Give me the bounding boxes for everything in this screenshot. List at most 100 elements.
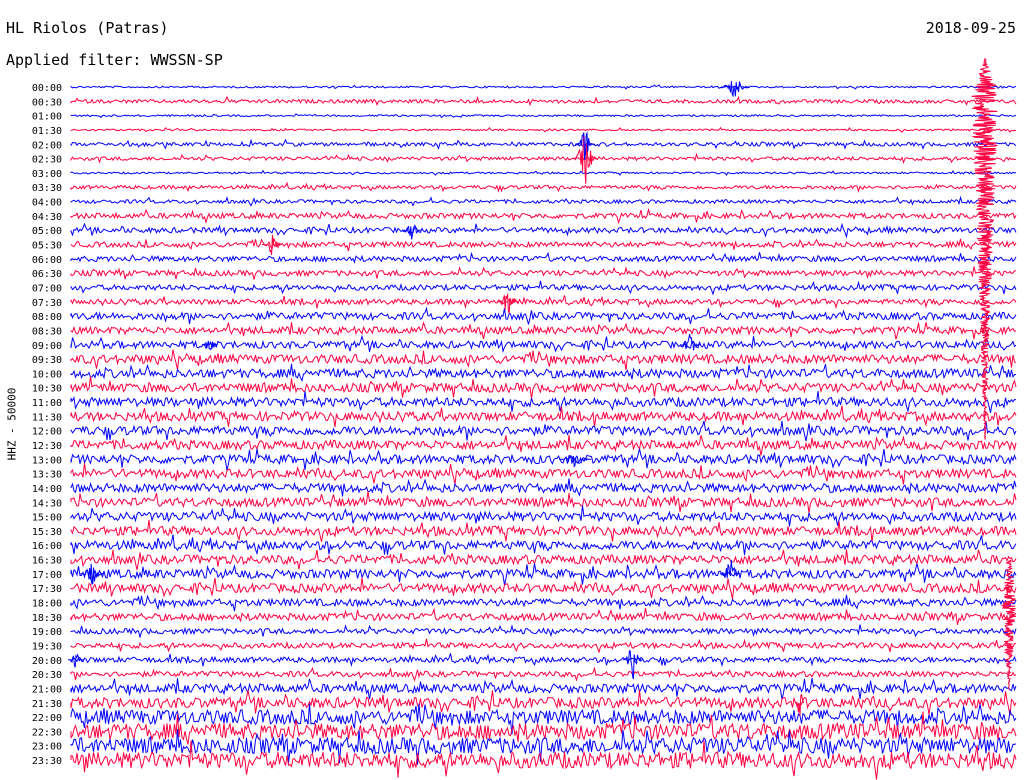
- trace-1030: [70, 376, 1017, 399]
- trace-2100: [70, 678, 1017, 700]
- trace-1630: [70, 549, 1017, 571]
- time-label: 13:30: [32, 470, 62, 481]
- time-label: 21:30: [32, 699, 62, 710]
- time-label: 09:30: [32, 355, 62, 366]
- trace-1000: [70, 363, 1016, 383]
- trace-2330: [70, 740, 1017, 780]
- trace-1130: [70, 405, 1017, 428]
- trace-0230: [70, 152, 1017, 165]
- filter-label: Applied filter: WWSSN-SP: [6, 51, 223, 69]
- time-label: 05:30: [32, 241, 62, 252]
- time-label: 13:00: [32, 455, 62, 466]
- trace-2130: [70, 689, 1017, 716]
- time-label: 05:00: [32, 226, 62, 237]
- seismic-event: [622, 650, 644, 680]
- time-label: 23:30: [32, 756, 62, 767]
- time-label: 02:00: [32, 140, 62, 151]
- time-label: 14:30: [32, 498, 62, 509]
- trace-1430: [70, 491, 1017, 513]
- seismic-event: [721, 81, 749, 98]
- trace-0800: [70, 306, 1017, 325]
- trace-2300: [70, 729, 1017, 765]
- trace-0530: [70, 238, 1017, 252]
- trace-0330: [70, 181, 1017, 193]
- time-label: 12:00: [32, 427, 62, 438]
- seismic-event: [80, 563, 104, 585]
- trace-0300: [70, 169, 1017, 177]
- time-label: 06:00: [32, 255, 62, 266]
- time-label: 19:00: [32, 627, 62, 638]
- seismic-event: [574, 131, 595, 160]
- seismic-event: [572, 135, 598, 184]
- time-label: 06:30: [32, 269, 62, 280]
- time-label: 11:00: [32, 398, 62, 409]
- time-label: 17:30: [32, 584, 62, 595]
- seismic-event: [201, 340, 218, 351]
- time-label: 14:00: [32, 484, 62, 495]
- seismic-event: [719, 559, 741, 579]
- trace-0500: [70, 222, 1017, 239]
- seismic-event: [262, 234, 282, 256]
- trace-0730: [70, 295, 1017, 310]
- trace-0130: [70, 126, 1017, 133]
- trace-0630: [70, 266, 1017, 280]
- trace-0100: [70, 113, 1017, 119]
- time-label: 18:00: [32, 599, 62, 610]
- seismic-event: [402, 224, 422, 240]
- trace-1400: [70, 478, 1017, 497]
- station-title: HL Riolos (Patras): [6, 19, 169, 37]
- trace-0700: [70, 280, 1017, 296]
- time-label: 22:30: [32, 727, 62, 738]
- trace-2230: [70, 711, 1017, 745]
- seismic-event: [68, 653, 85, 668]
- time-label: 16:00: [32, 541, 62, 552]
- trace-0930: [70, 349, 1017, 371]
- time-label: 01:00: [32, 112, 62, 123]
- seismic-event: [680, 334, 700, 351]
- time-label: 08:30: [32, 326, 62, 337]
- seismic-event: [559, 454, 591, 468]
- trace-1300: [70, 448, 1017, 471]
- time-label: 15:00: [32, 513, 62, 524]
- time-label: 00:30: [32, 97, 62, 108]
- time-label: 17:00: [32, 570, 62, 581]
- trace-1800: [70, 594, 1017, 612]
- time-label: 19:30: [32, 641, 62, 652]
- time-label: 07:00: [32, 283, 62, 294]
- time-label: 03:30: [32, 183, 62, 194]
- trace-0030: [70, 95, 1017, 107]
- time-label: 10:00: [32, 369, 62, 380]
- trace-2000: [70, 653, 1017, 668]
- trace-1230: [70, 434, 1017, 456]
- date-label: 2018-09-25: [925, 19, 1016, 37]
- time-label: 09:00: [32, 341, 62, 352]
- seismic-event: [795, 693, 805, 716]
- trace-0000: [70, 84, 1017, 90]
- trace-1830: [70, 607, 1017, 625]
- trace-1900: [70, 624, 1017, 638]
- time-label: 18:30: [32, 613, 62, 624]
- time-label: 01:30: [32, 126, 62, 137]
- large-earthquake-trace: [971, 57, 999, 440]
- time-label: 02:30: [32, 155, 62, 166]
- time-label: 03:00: [32, 169, 62, 180]
- trace-1200: [70, 420, 1017, 442]
- trace-1700: [70, 563, 1017, 586]
- time-label: 20:00: [32, 656, 62, 667]
- time-label: 16:30: [32, 556, 62, 567]
- time-label: 10:30: [32, 384, 62, 395]
- time-label: 12:30: [32, 441, 62, 452]
- trace-1600: [70, 534, 1017, 556]
- seismic-event: [497, 293, 519, 314]
- time-label: 11:30: [32, 412, 62, 423]
- time-label: 20:30: [32, 670, 62, 681]
- time-label: 22:00: [32, 713, 62, 724]
- time-label: 07:30: [32, 298, 62, 309]
- time-label: 04:00: [32, 198, 62, 209]
- time-label: 00:00: [32, 83, 62, 94]
- trace-0600: [70, 251, 1017, 264]
- late-earthquake-trace: [1001, 559, 1016, 690]
- trace-1930: [70, 638, 1017, 654]
- trace-0400: [70, 195, 1017, 207]
